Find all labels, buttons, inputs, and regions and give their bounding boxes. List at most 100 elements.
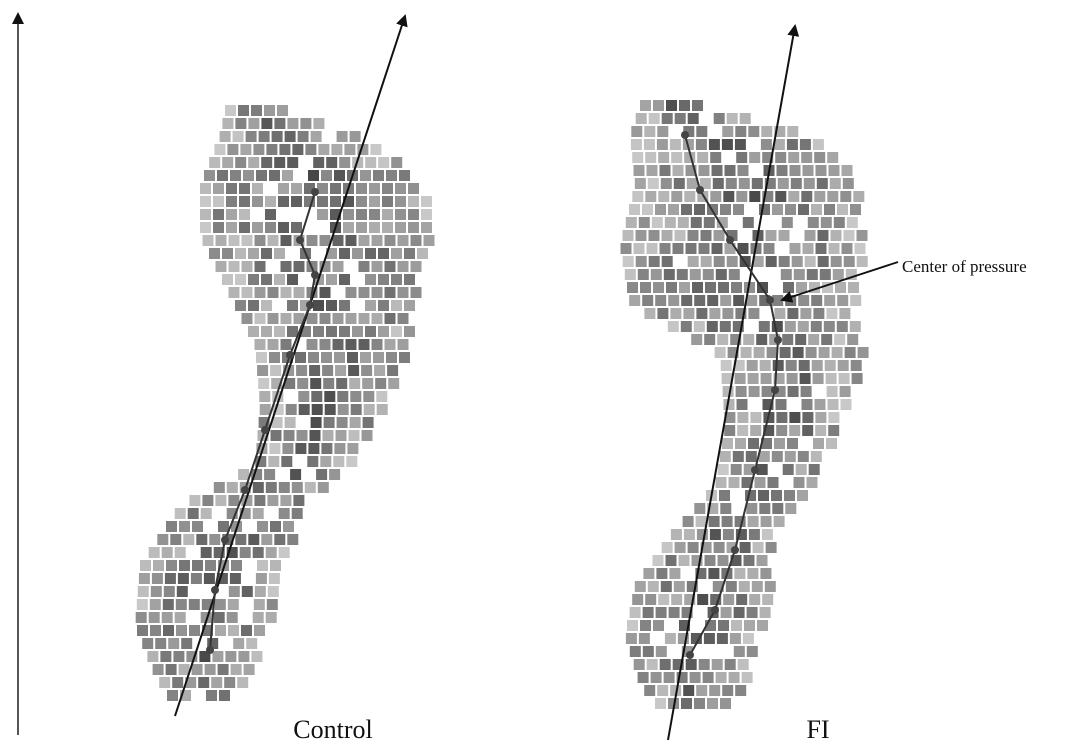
pressure-cell (671, 594, 682, 605)
pressure-cell (748, 438, 759, 449)
pressure-cell (714, 542, 725, 553)
pressure-cell (653, 282, 664, 293)
pressure-cell (189, 625, 200, 636)
pressure-cell (385, 313, 396, 324)
pressure-cell (318, 482, 329, 493)
pressure-cell (834, 217, 845, 228)
pressure-cell (387, 365, 398, 376)
pressure-cell (177, 586, 188, 597)
cop-point (206, 646, 214, 654)
pressure-cell (179, 560, 190, 571)
pressure-cell (661, 178, 672, 189)
pressure-cell (787, 438, 798, 449)
pressure-cell (739, 581, 750, 592)
pressure-cell (787, 139, 798, 150)
pressure-cell (727, 113, 738, 124)
pressure-cell (200, 183, 211, 194)
pressure-cell (137, 599, 148, 610)
pressure-cell (737, 412, 748, 423)
pressure-cell (213, 183, 224, 194)
pressure-cell (627, 282, 638, 293)
pressure-cell (716, 477, 727, 488)
pressure-cell (744, 620, 755, 631)
cop-point (681, 131, 689, 139)
pressure-cell (723, 386, 734, 397)
pressure-cell (821, 334, 832, 345)
pressure-cell (729, 477, 740, 488)
pressure-cell (731, 282, 742, 293)
pressure-cell (164, 586, 175, 597)
pressure-cell (395, 209, 406, 220)
pressure-cell (786, 360, 797, 371)
pressure-cell (248, 326, 259, 337)
pressure-cell (213, 222, 224, 233)
pressure-cell (346, 456, 357, 467)
pressure-cell (648, 178, 659, 189)
pressure-cell (213, 196, 224, 207)
pressure-cell (356, 222, 367, 233)
pressure-cell (257, 560, 268, 571)
pressure-cell (697, 594, 708, 605)
pressure-cell (166, 521, 177, 532)
pressure-cell (378, 274, 389, 285)
pressure-cell (411, 287, 422, 298)
pressure-cell (626, 217, 637, 228)
pressure-cell (736, 386, 747, 397)
pressure-cell (826, 308, 837, 319)
pressure-cell (651, 672, 662, 683)
pressure-cell (152, 573, 163, 584)
pressure-cell (762, 529, 773, 540)
pressure-cell (235, 157, 246, 168)
pressure-cell (333, 456, 344, 467)
pressure-cell (222, 157, 233, 168)
pressure-cell (843, 178, 854, 189)
cop-point (751, 466, 759, 474)
pressure-cell (404, 274, 415, 285)
pressure-cell (270, 560, 281, 571)
pressure-cell (749, 594, 760, 605)
pressure-cell (837, 321, 848, 332)
pressure-cell (253, 612, 264, 623)
pressure-cell (801, 386, 812, 397)
pressure-cell (404, 326, 415, 337)
pressure-cell (382, 222, 393, 233)
cop-point (766, 296, 774, 304)
pressure-cell (348, 365, 359, 376)
pressure-cell (274, 157, 285, 168)
pressure-cell (694, 295, 705, 306)
pressure-cell (287, 534, 298, 545)
pressure-cell (261, 300, 272, 311)
pressure-cell (248, 118, 259, 129)
pressure-cell (798, 204, 809, 215)
pressure-cell (398, 313, 409, 324)
pressure-cell (696, 139, 707, 150)
pressure-cell (214, 144, 225, 155)
pressure-cell (269, 170, 280, 181)
pressure-cell (204, 170, 215, 181)
pressure-cell (743, 217, 754, 228)
pressure-cell (839, 308, 850, 319)
pressure-cell (642, 204, 653, 215)
pressure-cell (282, 170, 293, 181)
pressure-cell (231, 664, 242, 675)
pressure-cell (668, 321, 679, 332)
pressure-cell (151, 586, 162, 597)
pressure-cell (679, 100, 690, 111)
pressure-cell (373, 352, 384, 363)
pressure-cell (662, 542, 673, 553)
cop-point (241, 486, 249, 494)
pressure-cell (731, 620, 742, 631)
pressure-cell (253, 508, 264, 519)
pressure-cell (707, 321, 718, 332)
pressure-cell (163, 625, 174, 636)
pressure-cell (644, 685, 655, 696)
pressure-cell (222, 248, 233, 259)
pressure-cell (640, 100, 651, 111)
pressure-cell (261, 274, 272, 285)
pressure-cell (796, 464, 807, 475)
pressure-cell (812, 360, 823, 371)
pressure-cell (261, 118, 272, 129)
pressure-cell (139, 573, 150, 584)
pressure-cell (365, 157, 376, 168)
pressure-cell (178, 573, 189, 584)
